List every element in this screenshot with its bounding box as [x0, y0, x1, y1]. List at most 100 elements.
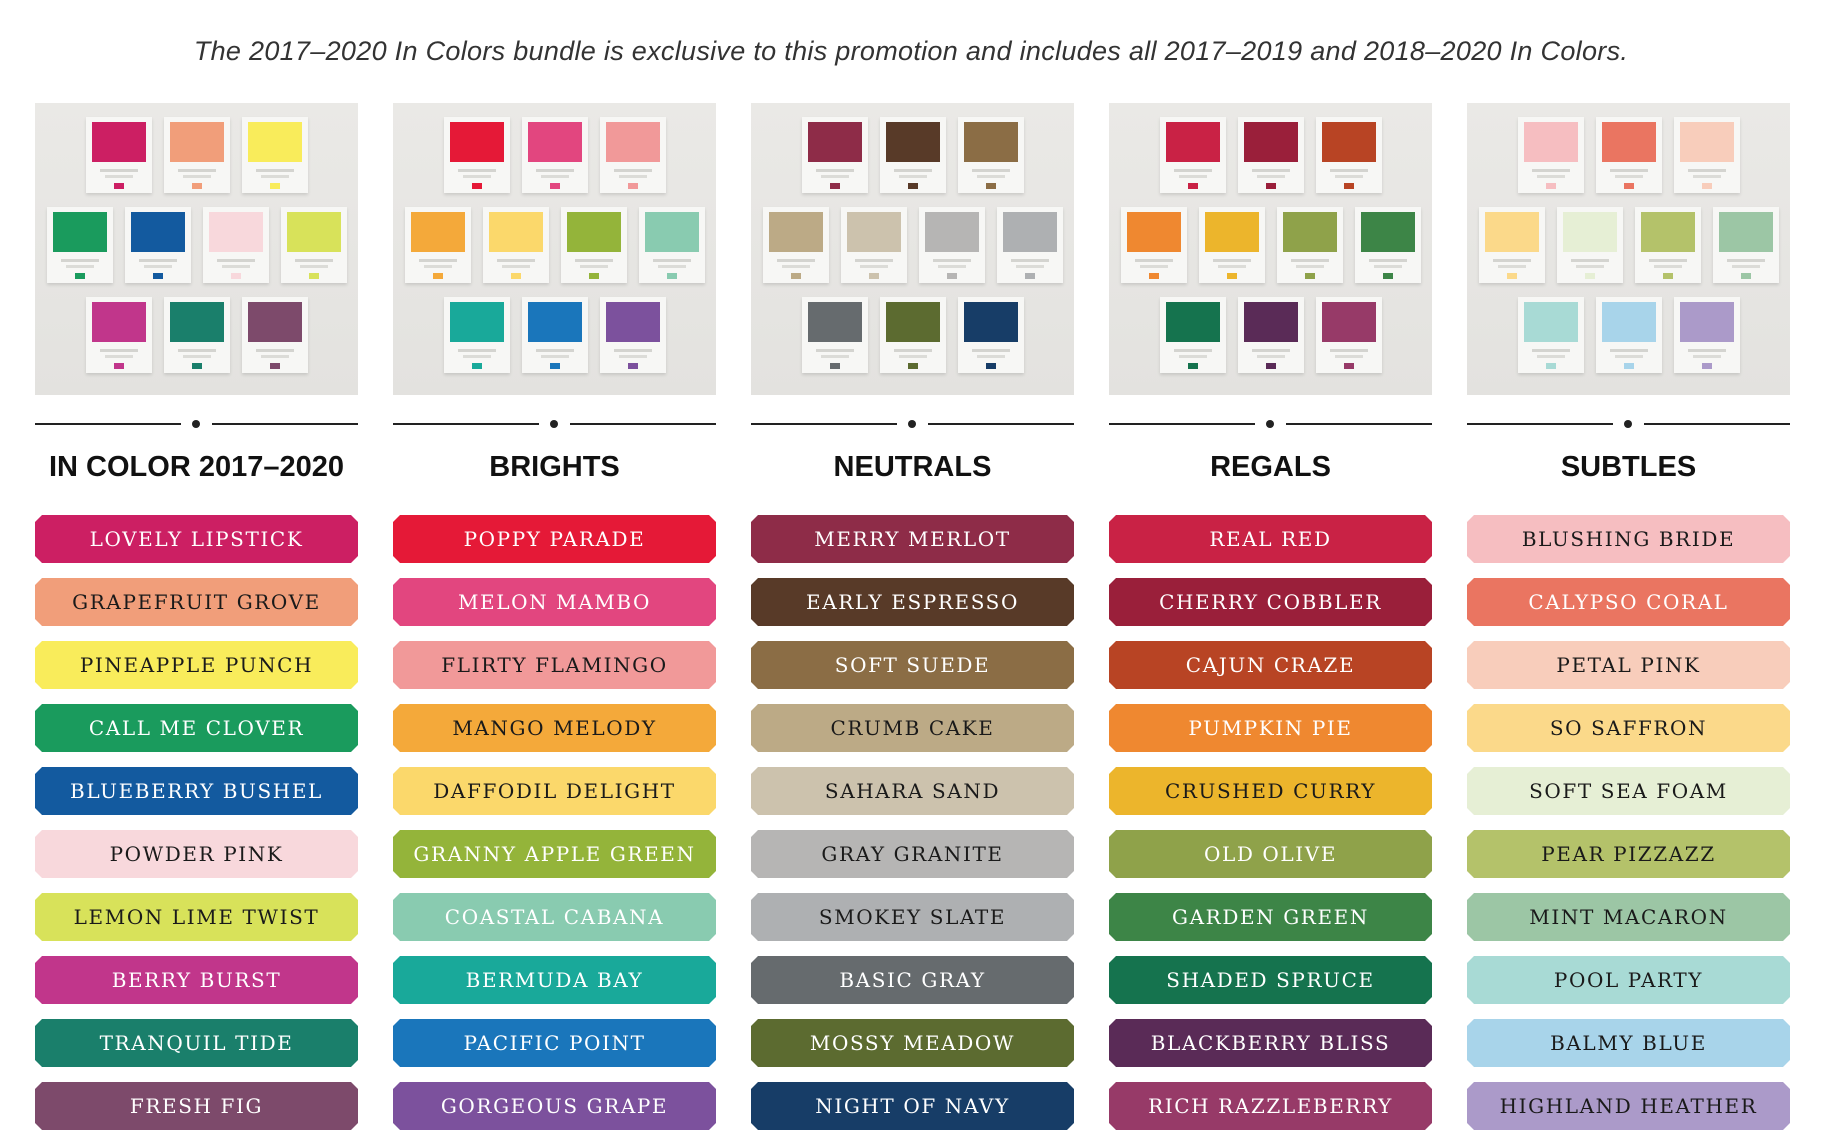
column-heading: SUBTLES	[1560, 451, 1697, 483]
divider-ornament	[751, 419, 1074, 429]
ink-pad	[1674, 117, 1740, 193]
color-label: REAL RED	[1109, 515, 1432, 563]
pad-text-line	[816, 169, 854, 172]
ink-pad	[86, 117, 152, 193]
ink-pad	[880, 117, 946, 193]
ink-pad	[125, 207, 191, 283]
pad-text-line	[1179, 175, 1207, 178]
pad-text-line	[1693, 175, 1721, 178]
pad-color-chip	[947, 273, 957, 279]
pad-text-line	[1369, 259, 1407, 262]
pad-text-line	[1610, 349, 1648, 352]
ink-pad	[1355, 207, 1421, 283]
color-label: POWDER PINK	[35, 830, 358, 878]
color-label: GRAY GRANITE	[751, 830, 1074, 878]
column-heading: IN COLOR 2017–2020	[49, 451, 344, 483]
pad-text-line	[502, 265, 530, 268]
ink-swatch	[567, 212, 621, 252]
ink-swatch	[964, 122, 1018, 162]
column-in-color: IN COLOR 2017–2020 LOVELY LIPSTICK GRAPEF…	[35, 103, 358, 1145]
ink-pad-photo	[393, 103, 716, 395]
column-brights: BRIGHTS POPPY PARADE MELON MAMBO FLIRTY FL…	[393, 103, 716, 1145]
pad-color-chip	[192, 183, 202, 189]
color-label: POOL PARTY	[1467, 956, 1790, 1004]
ink-pad	[405, 207, 471, 283]
pad-color-chip	[1546, 363, 1556, 369]
pad-text-line	[1174, 169, 1212, 172]
ink-pad	[600, 297, 666, 373]
color-label: SOFT SEA FOAM	[1467, 767, 1790, 815]
pad-color-chip	[1624, 183, 1634, 189]
pad-color-chip	[830, 183, 840, 189]
pad-text-line	[458, 349, 496, 352]
pad-text-line	[894, 349, 932, 352]
pad-text-line	[178, 349, 216, 352]
pad-text-line	[536, 169, 574, 172]
pad-text-line	[144, 265, 172, 268]
pad-color-chip	[550, 183, 560, 189]
pad-text-line	[894, 169, 932, 172]
ink-pad	[1518, 117, 1584, 193]
color-label: SAHARA SAND	[751, 767, 1074, 815]
pad-color-chip	[270, 183, 280, 189]
pad-text-line	[66, 265, 94, 268]
color-label: TRANQUIL TIDE	[35, 1019, 358, 1067]
pad-text-line	[1727, 259, 1765, 262]
pad-text-line	[938, 265, 966, 268]
pad-text-line	[1330, 349, 1368, 352]
color-label: BERMUDA BAY	[393, 956, 716, 1004]
ink-swatch	[1680, 302, 1734, 342]
ink-pad	[1596, 297, 1662, 373]
pad-text-line	[1335, 175, 1363, 178]
color-label: PUMPKIN PIE	[1109, 704, 1432, 752]
pad-color-chip	[433, 273, 443, 279]
pad-text-line	[619, 355, 647, 358]
ink-swatch	[1602, 122, 1656, 162]
color-label-list: BLUSHING BRIDE CALYPSO CORAL PETAL PINK SO …	[1467, 515, 1790, 1130]
pad-text-line	[61, 259, 99, 262]
pad-color-chip	[1702, 183, 1712, 189]
ink-swatch	[1166, 122, 1220, 162]
ink-swatch	[1244, 122, 1298, 162]
pad-text-line	[1213, 259, 1251, 262]
pad-text-line	[463, 175, 491, 178]
pad-text-line	[658, 265, 686, 268]
pad-color-chip	[472, 363, 482, 369]
ink-pad	[919, 207, 985, 283]
pad-text-line	[256, 169, 294, 172]
pad-color-chip	[1227, 273, 1237, 279]
pad-text-line	[821, 175, 849, 178]
pad-text-line	[1615, 355, 1643, 358]
color-label: POPPY PARADE	[393, 515, 716, 563]
color-label: BASIC GRAY	[751, 956, 1074, 1004]
pad-color-chip	[192, 363, 202, 369]
ink-pad	[522, 297, 588, 373]
ink-pad	[242, 297, 308, 373]
ink-pad	[1479, 207, 1545, 283]
pad-color-chip	[1663, 273, 1673, 279]
pad-text-line	[458, 169, 496, 172]
pad-text-line	[580, 265, 608, 268]
pad-color-chip	[511, 273, 521, 279]
pad-color-chip	[589, 273, 599, 279]
ink-swatch	[1283, 212, 1337, 252]
column-heading: REGALS	[1210, 451, 1331, 483]
ink-pad	[86, 297, 152, 373]
color-label: MOSSY MEADOW	[751, 1019, 1074, 1067]
pad-text-line	[1335, 355, 1363, 358]
ink-swatch	[1680, 122, 1734, 162]
color-label-list: REAL RED CHERRY COBBLER CAJUN CRAZE PUMPKIN…	[1109, 515, 1432, 1130]
ink-pad	[1121, 207, 1187, 283]
ink-swatch	[131, 212, 185, 252]
color-label: PACIFIC POINT	[393, 1019, 716, 1067]
column-neutrals: NEUTRALS MERRY MERLOT EARLY ESPRESSO SOFT …	[751, 103, 1074, 1145]
pad-color-chip	[270, 363, 280, 369]
ink-pad	[958, 297, 1024, 373]
ink-swatch	[1524, 302, 1578, 342]
pad-text-line	[217, 259, 255, 262]
pad-text-line	[1291, 259, 1329, 262]
color-label: SMOKEY SLATE	[751, 893, 1074, 941]
pad-text-line	[1374, 265, 1402, 268]
ink-pad	[1713, 207, 1779, 283]
ink-swatch	[1719, 212, 1773, 252]
